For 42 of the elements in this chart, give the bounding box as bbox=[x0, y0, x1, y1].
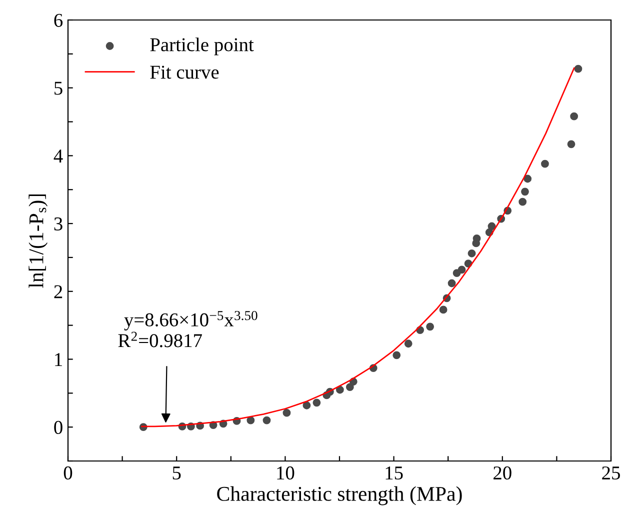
point bbox=[574, 64, 582, 73]
legend-label: Particle point bbox=[150, 38, 254, 56]
y-tick-label: 5 bbox=[54, 82, 62, 95]
point bbox=[458, 266, 466, 274]
point bbox=[570, 112, 578, 120]
point bbox=[346, 383, 354, 391]
point bbox=[439, 306, 448, 314]
point bbox=[426, 322, 434, 331]
point bbox=[448, 279, 456, 288]
y-tick-label: 2 bbox=[54, 285, 62, 298]
y-tick-label: 6 bbox=[54, 14, 63, 27]
point bbox=[524, 174, 532, 183]
point bbox=[312, 398, 321, 407]
point bbox=[567, 140, 576, 148]
x-tick-label: 20 bbox=[494, 466, 512, 480]
y-tick-label: 1 bbox=[55, 353, 62, 366]
x-tick-label: 0 bbox=[64, 466, 72, 480]
annotation: R$^{2}$=0.9817 bbox=[118, 332, 202, 348]
x-tick-label: 5 bbox=[172, 466, 181, 480]
legend-label: Fit curve bbox=[150, 66, 219, 79]
point bbox=[336, 386, 344, 394]
point bbox=[488, 222, 496, 230]
y-axis-title: ln[1/(1-P$_{s}$)] bbox=[28, 194, 48, 288]
x-tick-label: 10 bbox=[277, 466, 294, 480]
point bbox=[521, 188, 529, 196]
point bbox=[541, 160, 549, 168]
x-tick-label: 15 bbox=[386, 466, 403, 480]
point bbox=[392, 351, 401, 360]
point bbox=[302, 401, 311, 410]
point bbox=[404, 340, 412, 348]
point bbox=[262, 416, 271, 424]
point bbox=[472, 234, 481, 242]
x-tick-label: 25 bbox=[602, 466, 620, 480]
point bbox=[468, 249, 476, 258]
annotation: y=8.66×10$^{−5}$x$^{3.50}$ bbox=[124, 310, 258, 330]
y-tick-label: 0 bbox=[54, 420, 62, 434]
x-axis-title: Characteristic strength (MPa) bbox=[217, 486, 462, 506]
point bbox=[518, 198, 527, 206]
point bbox=[246, 416, 255, 424]
y-tick-label: 3 bbox=[54, 217, 62, 230]
point bbox=[282, 408, 291, 417]
y-tick-label: 4 bbox=[54, 150, 63, 162]
